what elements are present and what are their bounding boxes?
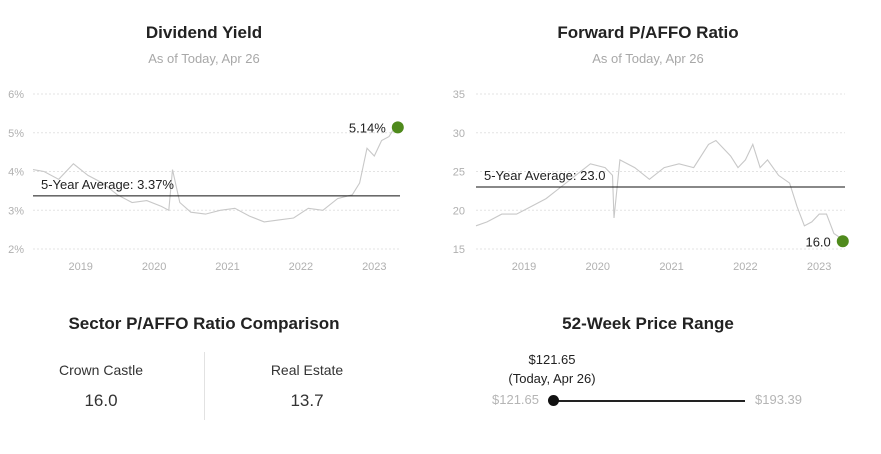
sector-comparison-title: Sector P/AFFO Ratio Comparison: [68, 314, 340, 333]
x-tick-label: 2022: [289, 261, 313, 273]
y-tick-label: 4%: [8, 167, 24, 179]
y-tick-label: 20: [453, 205, 465, 217]
y-tick-label: 30: [453, 128, 465, 140]
x-tick-label: 2023: [362, 261, 386, 273]
x-tick-label: 2019: [68, 261, 92, 273]
x-tick-label: 2022: [733, 261, 757, 273]
series-line: [32, 127, 396, 223]
range-track: [553, 400, 745, 402]
current-point: [391, 121, 404, 134]
comparison-label-real-estate: Real Estate: [270, 362, 344, 378]
dividend-yield-title: Dividend Yield: [145, 23, 263, 42]
x-tick-label: 2021: [659, 261, 683, 273]
comparison-value-crown-castle: 16.0: [84, 391, 118, 410]
price-range-title: 52-Week Price Range: [562, 314, 734, 333]
y-tick-label: 15: [453, 244, 465, 256]
current-value-label: 5.14%: [349, 120, 386, 135]
average-label: 5-Year Average: 3.37%: [41, 177, 174, 192]
x-tick-label: 2021: [215, 261, 239, 273]
range-low-label: $121.65: [492, 392, 539, 407]
current-point: [836, 235, 849, 248]
comparison-value-real-estate: 13.7: [290, 391, 324, 410]
current-value-label: 16.0: [805, 234, 830, 249]
current-price-note: (Today, Apr 26): [508, 371, 596, 386]
series-line: [475, 139, 841, 238]
y-tick-label: 25: [453, 167, 465, 179]
dividend-yield-subtitle: As of Today, Apr 26: [148, 51, 260, 66]
x-tick-label: 2019: [512, 261, 536, 273]
y-tick-label: 5%: [8, 128, 24, 140]
pafffo-ratio-subtitle: As of Today, Apr 26: [592, 51, 704, 66]
x-tick-label: 2020: [142, 261, 166, 273]
comparison-label-crown-castle: Crown Castle: [58, 362, 144, 378]
x-tick-label: 2023: [807, 261, 831, 273]
range-high-label: $193.39: [755, 392, 802, 407]
pafffo-ratio-title: Forward P/AFFO Ratio: [557, 23, 739, 42]
y-tick-label: 6%: [8, 89, 24, 101]
average-label: 5-Year Average: 23.0: [484, 168, 605, 183]
current-price: $121.65: [528, 352, 576, 367]
range-current-marker: [547, 395, 559, 406]
y-tick-label: 35: [453, 89, 465, 101]
y-tick-label: 2%: [8, 244, 24, 256]
comparison-divider: [204, 352, 205, 420]
x-tick-label: 2020: [586, 261, 610, 273]
y-tick-label: 3%: [8, 205, 24, 217]
